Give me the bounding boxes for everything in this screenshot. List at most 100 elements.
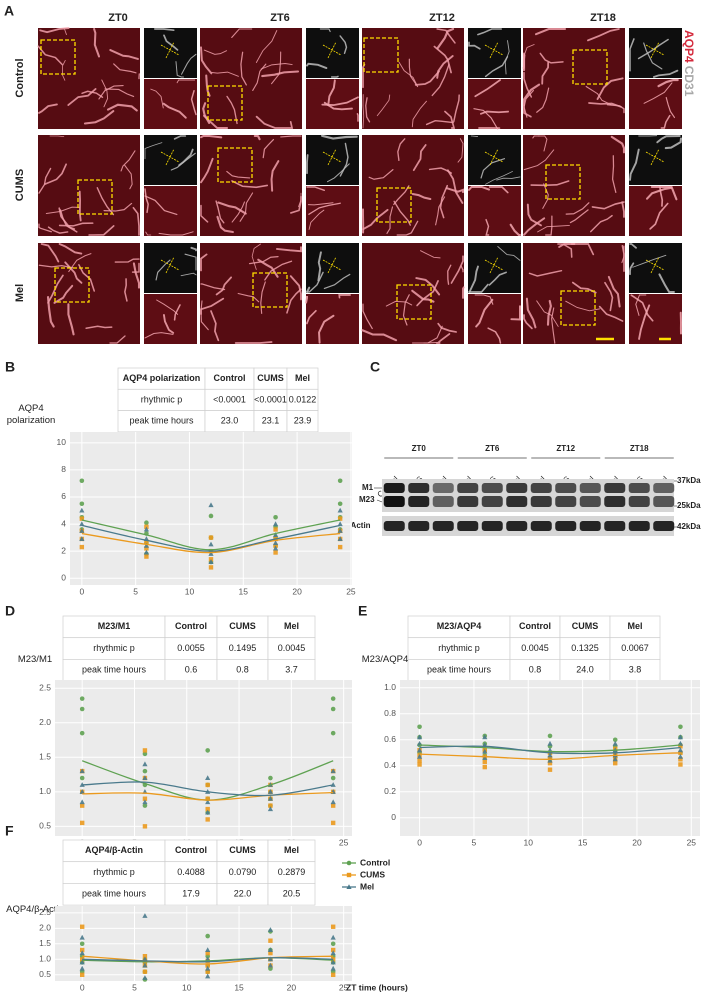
vessel (485, 218, 490, 236)
point (79, 965, 85, 971)
vessel (306, 154, 309, 175)
vessel (457, 138, 464, 163)
band-actin (555, 521, 577, 531)
vessel (38, 264, 74, 269)
legend-label: CUMS (360, 869, 385, 879)
measure-line (160, 259, 180, 271)
vessel (49, 135, 65, 138)
vessel (643, 82, 673, 104)
micrograph (38, 28, 140, 129)
table-row-header: peak time hours (82, 889, 147, 899)
point (205, 973, 211, 979)
micrograph (362, 243, 464, 344)
point (205, 963, 210, 968)
y-tick-label: 0.6 (384, 734, 396, 744)
vessel (47, 226, 69, 234)
measure-line (322, 44, 342, 56)
micrograph (200, 135, 302, 236)
vessel (447, 264, 452, 285)
point (144, 546, 149, 551)
vessel (598, 305, 624, 322)
y-tick-label: 0 (61, 572, 66, 582)
column-header: ZT12 (429, 12, 455, 24)
vessel (237, 292, 260, 303)
group-label: ZT12 (556, 444, 575, 453)
y-tick-label: 0.5 (39, 969, 51, 979)
point (330, 775, 336, 781)
table-cell (267, 883, 316, 906)
vessel (132, 262, 141, 289)
table-value: 22.0 (234, 889, 252, 899)
vessel (173, 135, 187, 140)
vessel (510, 305, 521, 321)
y-tick-label: 2.5 (39, 907, 51, 917)
legend-marker (346, 884, 352, 889)
table-value: 20.5 (283, 889, 301, 899)
table-value: Control (519, 621, 551, 631)
vessel (485, 171, 513, 185)
band-actin (628, 521, 650, 531)
vessel (415, 277, 441, 296)
vessel (411, 192, 432, 201)
inset-aqp4 (144, 294, 197, 344)
size-marker: 25kDa (677, 501, 701, 510)
table-value: 3.8 (629, 665, 642, 675)
vessel (215, 276, 233, 296)
measure-line (484, 44, 504, 56)
measure-line (645, 259, 665, 271)
vessel (393, 200, 411, 226)
roi-box (217, 147, 253, 183)
vessel (176, 79, 196, 84)
point (144, 539, 149, 544)
vessel (606, 103, 625, 114)
point (678, 762, 683, 767)
inset-cd31 (306, 135, 359, 185)
table-value: Mel (295, 373, 310, 383)
x-tick-label: 20 (287, 982, 297, 992)
point (272, 545, 279, 551)
vessel (173, 304, 181, 321)
vessel (68, 253, 92, 273)
vessel (468, 265, 479, 293)
table-value: 0.8 (529, 665, 542, 675)
y-tick-label: 8 (61, 464, 66, 474)
point (142, 969, 148, 974)
point (143, 549, 150, 555)
measure-line (645, 44, 665, 56)
vessel (435, 333, 451, 344)
table-value: <0.0001 (213, 394, 246, 404)
vessel (226, 170, 251, 179)
table-value: CUMS (229, 845, 256, 855)
x-tick-label: 5 (472, 837, 477, 847)
fit-curve (419, 745, 681, 755)
vessel (569, 209, 589, 224)
vessel (368, 169, 394, 180)
vessel (200, 135, 223, 139)
fit-curve (82, 957, 334, 963)
vessel (200, 46, 213, 75)
vessel (58, 243, 83, 255)
measure-line (160, 44, 180, 56)
vessel (487, 327, 502, 344)
table-value: 0.8 (236, 665, 249, 675)
fit-curve (82, 955, 334, 965)
point (143, 526, 150, 532)
y-tick-label: 0.2 (384, 786, 396, 796)
vessel (104, 88, 135, 98)
vessel (551, 307, 556, 344)
table-value: 0.1495 (229, 643, 257, 653)
table-value: 0.6 (185, 665, 198, 675)
point (144, 520, 149, 526)
vessel (275, 246, 302, 253)
vessel (361, 329, 398, 342)
vessel (411, 100, 427, 128)
x-tick-label: 10 (182, 982, 192, 992)
vessel (460, 265, 464, 273)
table-value: 0.0045 (521, 643, 549, 653)
size-marker: 37kDa (677, 476, 701, 485)
y-axis-label: M23/AQP4 (362, 654, 408, 665)
point (79, 544, 85, 550)
point (205, 806, 210, 812)
micrograph (200, 28, 302, 129)
vessel (253, 134, 261, 141)
